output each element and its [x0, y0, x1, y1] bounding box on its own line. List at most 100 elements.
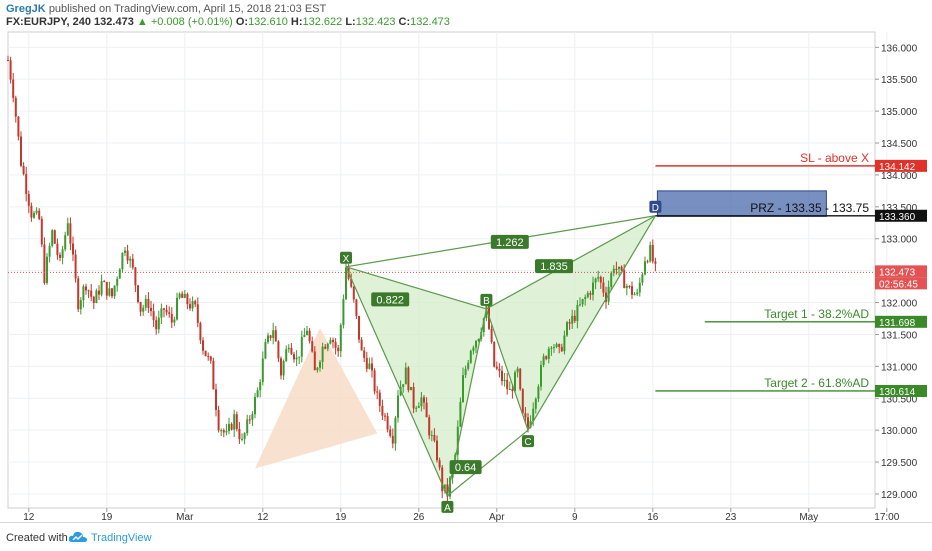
candle-body — [636, 292, 639, 295]
low-label: L: — [345, 16, 356, 28]
candle-body — [579, 304, 581, 306]
y-tick-label: 135.500 — [881, 75, 918, 86]
candle-body — [82, 286, 85, 301]
candle-body — [329, 339, 332, 344]
candle-body — [514, 372, 516, 392]
open-value: 132.610 — [248, 16, 288, 28]
candle-body — [261, 358, 264, 383]
author-name[interactable]: GregJK — [6, 3, 46, 15]
candle-body — [248, 419, 251, 421]
candle-body — [59, 254, 61, 258]
candle-body — [334, 342, 337, 348]
candle-body — [355, 299, 358, 316]
candle-body — [111, 288, 113, 297]
candle-body — [425, 402, 428, 418]
ratio-box — [535, 259, 573, 274]
candle-body — [386, 416, 389, 430]
candle-body — [584, 297, 587, 299]
tradingview-brand[interactable]: TradingView — [91, 532, 152, 544]
candle-body — [339, 325, 342, 352]
candle-body — [163, 308, 165, 310]
candle-body — [449, 477, 451, 497]
candle-body — [196, 304, 199, 323]
candle-body — [256, 390, 259, 397]
candle-body — [599, 276, 602, 283]
candle-body — [155, 320, 158, 330]
candle-body — [581, 298, 584, 305]
candle-body — [183, 293, 186, 298]
candle-body — [85, 286, 87, 291]
candle-body — [360, 339, 363, 351]
candle-body — [108, 288, 111, 296]
candle-body — [321, 346, 324, 362]
candle-body — [319, 361, 321, 368]
candle-body — [178, 293, 181, 298]
candle-body — [246, 419, 249, 434]
candle-body — [103, 281, 106, 283]
open-label: O: — [235, 16, 249, 28]
candle-body — [30, 205, 33, 218]
candle-body — [22, 165, 25, 175]
candle-body — [477, 338, 480, 341]
x-tick-label: 12 — [23, 512, 35, 522]
price-chart[interactable]: 129.000 129.500 130.000 130.500 131.000 131.5… — [0, 0, 932, 522]
candle-body — [467, 362, 470, 369]
x-tick-label: 19 — [101, 512, 113, 522]
candle-body — [433, 435, 436, 441]
candle-body — [371, 363, 373, 371]
candle-body — [566, 322, 568, 336]
candle-body — [264, 342, 267, 359]
candle-body — [560, 346, 563, 352]
candle-body — [381, 405, 384, 416]
footer: Created with TradingView — [0, 522, 932, 551]
publish-text: published on TradingView.com, April 15, … — [48, 3, 327, 15]
candle-body — [493, 341, 496, 367]
candle-body — [482, 318, 485, 333]
candle-body — [373, 370, 376, 392]
candle-body — [527, 417, 529, 428]
close-label: C: — [398, 16, 411, 28]
candle-body — [363, 350, 366, 358]
candle-body — [350, 278, 353, 287]
candle-body — [280, 358, 282, 376]
candle-body — [124, 250, 126, 253]
candle-body — [298, 356, 301, 358]
y-tick-label: 136.000 — [881, 43, 918, 54]
candles-group — [7, 55, 657, 505]
candle-body — [194, 301, 197, 305]
pattern-point-box — [441, 500, 454, 513]
level-price-tag — [875, 315, 927, 328]
candle-body — [524, 413, 527, 418]
ratio-box — [449, 460, 482, 475]
candle-body — [537, 386, 540, 399]
candle-body — [573, 315, 576, 321]
candle-body — [430, 435, 433, 437]
ratio-label: 0.822 — [376, 294, 404, 306]
y-tick-label: 129.500 — [881, 458, 918, 469]
y-tick-label: 130.500 — [881, 394, 918, 405]
level-label: Target 1 - 38.2%AD — [764, 307, 869, 321]
candle-body — [90, 290, 93, 297]
last-price-tag-label: 132.473 — [879, 267, 916, 278]
candle-body — [495, 366, 498, 369]
candle-body — [204, 350, 207, 356]
candle-body — [282, 361, 285, 376]
earlier-pattern-area — [255, 328, 378, 469]
candle-body — [100, 281, 103, 295]
y-tick-label: 133.000 — [881, 235, 918, 246]
candle-body — [17, 116, 20, 137]
x-tick-label: Mar — [176, 512, 194, 522]
pattern-point-label: C — [524, 437, 531, 448]
candle-body — [623, 270, 626, 289]
candle-body — [176, 297, 178, 320]
y-tick-label: 133.500 — [881, 203, 918, 214]
candle-body — [532, 408, 535, 421]
pattern-leg-bc — [485, 308, 529, 431]
candle-body — [33, 212, 35, 218]
symbol-name[interactable]: FX:EURJPY, 240 — [6, 16, 91, 28]
candle-body — [168, 312, 171, 314]
candle-body — [490, 328, 493, 342]
candle-body — [215, 389, 217, 410]
x-tick-label: 12 — [257, 512, 269, 522]
x-tick-label: Apr — [489, 512, 505, 522]
